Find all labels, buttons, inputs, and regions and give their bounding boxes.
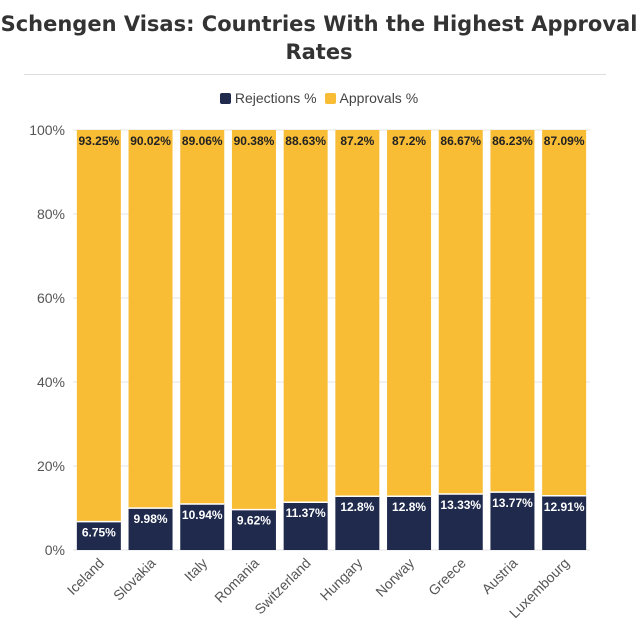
bar-rejections	[335, 496, 380, 550]
data-label-rejections: 13.77%	[492, 496, 533, 510]
x-tick-label: Greece	[425, 555, 469, 599]
bar-approvals	[490, 130, 535, 493]
bar-approvals	[283, 130, 328, 503]
data-label-approvals: 90.38%	[234, 134, 275, 148]
data-label-approvals: 88.63%	[285, 134, 326, 148]
data-label-approvals: 89.06%	[182, 134, 223, 148]
bar-rejections	[231, 509, 276, 550]
data-label-approvals: 86.23%	[492, 134, 533, 148]
data-label-approvals: 86.67%	[440, 134, 481, 148]
chart-legend: Rejections % Approvals %	[0, 90, 638, 106]
bar-rejections	[283, 502, 328, 550]
title-divider	[24, 74, 606, 75]
x-tick-label: Austria	[478, 555, 520, 597]
data-label-rejections: 10.94%	[182, 508, 223, 522]
bar-rejections	[542, 495, 587, 550]
bar-approvals	[387, 130, 432, 497]
y-tick-label: 100%	[29, 122, 65, 138]
data-label-rejections: 9.62%	[237, 514, 271, 528]
data-label-rejections: 12.8%	[392, 500, 426, 514]
data-label-rejections: 12.8%	[340, 500, 374, 514]
bar-rejections	[180, 504, 225, 550]
bar-approvals	[438, 130, 483, 495]
bar-approvals	[128, 130, 173, 509]
y-tick-label: 80%	[37, 206, 65, 222]
bar-approvals	[76, 130, 121, 522]
data-label-rejections: 13.33%	[440, 498, 481, 512]
data-label-rejections: 12.91%	[544, 500, 585, 514]
x-tick-label: Romania	[211, 555, 262, 606]
x-tick-label: Hungary	[317, 555, 366, 604]
data-label-approvals: 87.09%	[544, 134, 585, 148]
y-tick-label: 20%	[37, 458, 65, 474]
bar-approvals	[180, 130, 225, 505]
y-tick-label: 0%	[45, 542, 65, 558]
data-label-approvals: 90.02%	[130, 134, 171, 148]
bar-approvals	[542, 130, 587, 496]
y-tick-label: 40%	[37, 374, 65, 390]
bar-approvals	[335, 130, 380, 497]
legend-swatch-rejections	[219, 92, 231, 104]
bar-rejections	[128, 508, 173, 550]
bar-rejections	[438, 494, 483, 550]
chart-title: Schengen Visas: Countries With the Highe…	[0, 12, 638, 64]
data-label-approvals: 87.2%	[392, 134, 426, 148]
legend-item-approvals[interactable]: Approvals %	[324, 90, 419, 106]
data-label-rejections: 6.75%	[82, 526, 116, 540]
data-label-rejections: 11.37%	[286, 506, 326, 520]
bar-rejections	[76, 521, 121, 550]
x-tick-label: Italy	[181, 555, 210, 584]
bar-approvals	[231, 130, 276, 510]
y-tick-label: 60%	[37, 290, 65, 306]
legend-label-rejections: Rejections %	[234, 90, 317, 106]
legend-label-approvals: Approvals %	[339, 90, 419, 106]
data-label-rejections: 9.98%	[134, 512, 168, 526]
bar-rejections	[387, 496, 432, 550]
data-label-approvals: 87.2%	[340, 134, 374, 148]
legend-item-rejections[interactable]: Rejections %	[219, 90, 317, 106]
legend-swatch-approvals	[324, 92, 336, 104]
bar-rejections	[490, 492, 535, 550]
x-tick-label: Switzerland	[251, 555, 313, 617]
data-label-approvals: 93.25%	[78, 134, 119, 148]
x-tick-label: Slovakia	[110, 555, 159, 604]
x-tick-label: Norway	[372, 555, 417, 600]
x-tick-label: Iceland	[64, 555, 107, 598]
